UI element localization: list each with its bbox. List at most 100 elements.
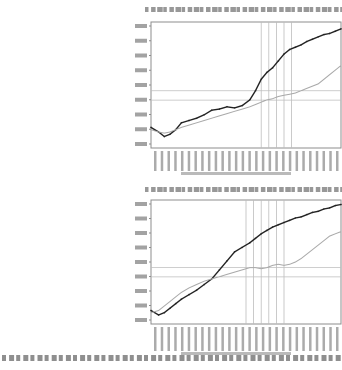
series-point xyxy=(169,307,171,310)
caption-blur-mark xyxy=(16,355,21,361)
title-blur-mark xyxy=(334,7,339,12)
title-blur-mark xyxy=(321,7,328,12)
x-tick-label xyxy=(295,327,299,351)
x-tick-label xyxy=(322,327,326,351)
caption-blur-mark xyxy=(236,355,242,361)
series-point xyxy=(266,71,268,74)
title-blur-mark xyxy=(267,187,273,192)
title-blur-mark xyxy=(230,187,236,192)
series-point xyxy=(233,250,236,253)
title-blur-mark xyxy=(291,7,295,12)
series-point xyxy=(340,27,342,30)
title-blur-mark xyxy=(218,7,222,12)
caption-blur-mark xyxy=(9,355,15,361)
title-blur-mark xyxy=(224,7,229,12)
title-blur-mark xyxy=(199,187,204,192)
x-tick-label xyxy=(174,151,177,171)
caption-blur-mark xyxy=(200,355,205,361)
series-point xyxy=(163,311,166,314)
x-tick-label xyxy=(167,151,170,171)
title-blur-mark xyxy=(273,187,277,192)
title-blur-mark xyxy=(309,187,314,192)
series-point xyxy=(195,117,198,120)
title-blur-mark xyxy=(340,7,342,12)
x-tick-label xyxy=(261,327,265,351)
series-point xyxy=(294,217,297,219)
caption-blur-mark xyxy=(215,355,219,361)
y-tick-label xyxy=(135,231,147,235)
title-blur-mark xyxy=(315,7,321,12)
caption-blur-mark xyxy=(23,355,29,361)
title-blur-mark xyxy=(236,187,240,192)
title-blur-mark xyxy=(291,187,295,192)
caption-blur-mark xyxy=(115,355,120,361)
x-tick-label xyxy=(228,327,231,351)
caption-blur-mark xyxy=(307,355,313,361)
x-tick-label xyxy=(201,327,204,351)
y-tick-label xyxy=(135,97,147,102)
caption-blur-mark xyxy=(73,355,77,361)
caption-blur-mark xyxy=(108,355,114,361)
series-point xyxy=(150,309,152,312)
x-tick-label xyxy=(194,151,197,171)
caption-blur-mark xyxy=(328,355,333,361)
caption-blur-mark xyxy=(264,355,270,361)
title-blur-mark xyxy=(248,7,255,12)
series-point xyxy=(311,211,314,214)
caption-blur-mark xyxy=(293,355,299,361)
x-tick-label xyxy=(187,327,191,351)
title-blur-mark xyxy=(193,7,200,12)
x-tick-label xyxy=(268,327,272,351)
title-blur-mark xyxy=(242,187,248,192)
series-point xyxy=(328,32,331,35)
title-blur-mark xyxy=(328,187,332,192)
x-tick-label xyxy=(160,151,164,171)
title-blur-mark xyxy=(187,7,193,12)
title-blur-mark xyxy=(315,187,321,192)
title-blur-mark xyxy=(218,187,222,192)
x-tick-label xyxy=(241,151,245,171)
series-point xyxy=(180,298,183,301)
series-point xyxy=(294,46,297,49)
caption-blur-mark xyxy=(335,355,341,361)
title-blur-mark xyxy=(206,7,211,12)
caption-blur-mark xyxy=(186,355,191,361)
x-tick-label xyxy=(275,151,278,171)
title-blur-mark xyxy=(212,7,218,12)
x-tick-label xyxy=(187,151,191,171)
x-tick-label xyxy=(295,151,299,171)
title-blur-mark xyxy=(285,187,291,192)
series-point xyxy=(334,204,337,207)
series-point xyxy=(334,30,337,33)
title-blur-mark xyxy=(309,7,314,12)
x-tick-label xyxy=(174,327,177,351)
series-point xyxy=(188,119,190,122)
title-blur-mark xyxy=(260,187,266,192)
x-tick-label xyxy=(180,151,184,171)
series-point xyxy=(195,289,198,292)
series-point xyxy=(218,268,221,271)
title-blur-mark xyxy=(303,187,310,192)
x-tick-label xyxy=(275,327,278,351)
y-tick-label xyxy=(135,53,147,58)
x-tick-label xyxy=(207,151,211,171)
x-tick-label xyxy=(207,327,211,351)
series-point xyxy=(266,229,268,232)
x-tick-label xyxy=(167,327,170,351)
y-tick-label xyxy=(135,142,147,146)
series-point xyxy=(317,210,320,213)
caption-blur-mark xyxy=(129,355,134,361)
y-tick-label xyxy=(135,245,147,250)
series-point xyxy=(323,208,325,210)
y-tick-label xyxy=(135,260,147,264)
plot-frame xyxy=(150,21,342,149)
caption-blur-mark xyxy=(94,355,100,361)
title-blur-mark xyxy=(145,7,149,12)
title-blur-mark xyxy=(334,187,339,192)
series-point xyxy=(150,126,152,129)
x-tick-label xyxy=(282,151,285,171)
series-point xyxy=(260,78,263,81)
y-tick-label xyxy=(135,274,147,279)
title-blur-mark xyxy=(181,187,186,192)
title-blur-mark xyxy=(151,187,156,192)
